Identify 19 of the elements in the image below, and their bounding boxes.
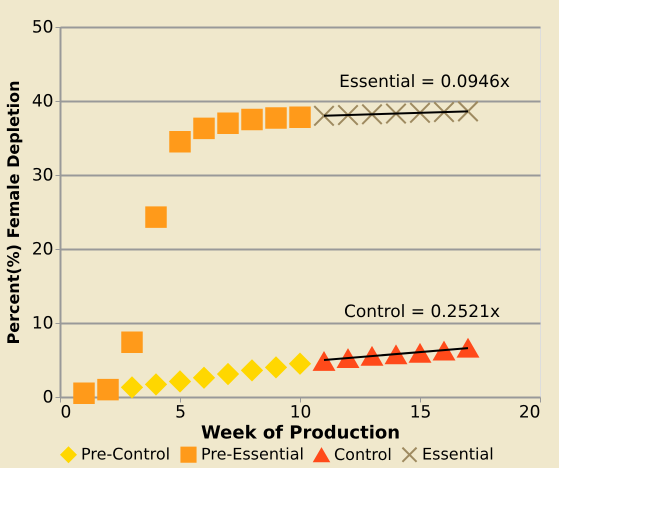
legend-label: Pre-Control — [81, 444, 170, 464]
x-axis-title: Week of Production — [200, 422, 400, 444]
annotation: Control = 0.2521x — [344, 302, 500, 322]
legend-label: Pre-Essential — [201, 444, 304, 464]
legend-label: Essential — [422, 444, 494, 464]
x-tick-label: 5 — [175, 402, 186, 422]
y-tick-label: 50 — [32, 18, 54, 38]
legend-label: Control — [334, 445, 392, 464]
y-tick-label: 30 — [32, 166, 54, 186]
y-tick-label: 0 — [42, 388, 54, 408]
y-tick-label: 10 — [32, 314, 54, 334]
x-tick-label: 0 — [60, 402, 72, 422]
y-tick-label: 20 — [32, 240, 54, 260]
x-tick-label: 10 — [290, 402, 312, 422]
x-tick-label: 15 — [410, 402, 432, 422]
y-axis-title: Percent(%) Female Depletion — [4, 80, 23, 345]
annotation: Essential = 0.0946x — [339, 72, 510, 92]
x-tick-label: 20 — [518, 402, 540, 422]
y-tick-label: 40 — [32, 92, 54, 112]
